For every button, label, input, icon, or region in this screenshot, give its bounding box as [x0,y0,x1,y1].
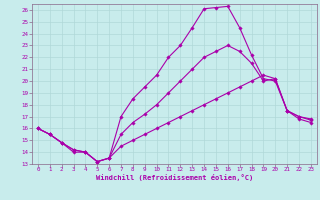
X-axis label: Windchill (Refroidissement éolien,°C): Windchill (Refroidissement éolien,°C) [96,174,253,181]
